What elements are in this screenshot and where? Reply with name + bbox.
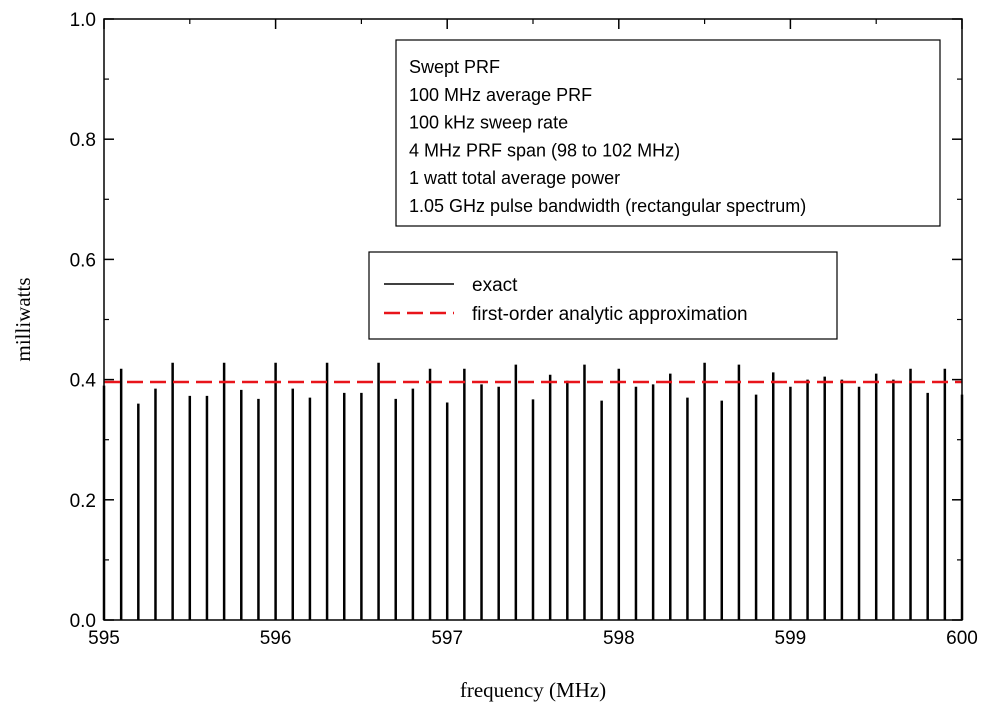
y-tick-label: 0.6 (70, 250, 96, 271)
x-tick-label: 599 (775, 628, 807, 649)
annotation-line: 1.05 GHz pulse bandwidth (rectangular sp… (409, 196, 806, 216)
y-tick-label: 0.0 (70, 611, 96, 632)
x-axis-title: frequency (MHz) (460, 678, 606, 702)
annotation-line: 100 MHz average PRF (409, 85, 592, 105)
x-tick-label: 597 (431, 628, 463, 649)
legend-label-approx: first-order analytic approximation (472, 304, 748, 325)
annotation-box: Swept PRF 100 MHz average PRF 100 kHz swee… (395, 39, 941, 227)
x-tick-label: 598 (603, 628, 635, 649)
legend-frame (368, 251, 838, 340)
x-axis: 595 596 597 598 599 600 (88, 19, 978, 649)
y-axis-title: milliwatts (11, 278, 35, 362)
annotation-line: 1 watt total average power (409, 168, 620, 188)
legend: exact first-order analytic approximation (368, 251, 838, 340)
y-tick-label: 0.4 (70, 371, 97, 392)
legend-label-exact: exact (472, 275, 518, 296)
annotation-line: 4 MHz PRF span (98 to 102 MHz) (409, 140, 680, 160)
y-tick-label: 0.8 (70, 130, 96, 151)
y-axis: 0.0 0.2 0.4 0.6 0.8 1.0 (70, 10, 962, 632)
y-tick-label: 1.0 (70, 10, 96, 31)
annotation-line: Swept PRF (409, 57, 500, 77)
y-tick-label: 0.2 (70, 491, 96, 512)
exact-stems (102, 362, 964, 620)
x-tick-label: 595 (88, 628, 120, 649)
annotation-frame (395, 39, 941, 227)
x-tick-label: 600 (946, 628, 978, 649)
annotation-line: 100 kHz sweep rate (409, 113, 568, 133)
x-tick-label: 596 (260, 628, 292, 649)
